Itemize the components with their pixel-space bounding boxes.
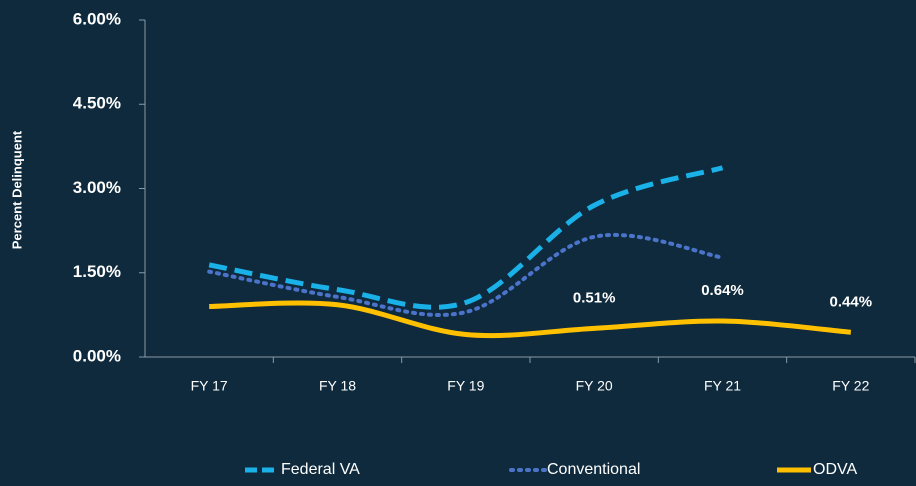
y-tick-label: 6.00% [73, 9, 121, 28]
series-line [207, 232, 725, 317]
y-axis-label: Percent Delinquent [9, 130, 24, 249]
x-tick-label: FY 21 [704, 378, 741, 394]
data-label: 0.51% [573, 289, 616, 306]
x-tick-label: FY 20 [576, 378, 613, 394]
data-label: 0.64% [701, 282, 744, 299]
legend-label: Conventional [547, 461, 640, 478]
legend-label: Federal VA [281, 461, 360, 478]
y-tick-label: 0.00% [73, 346, 121, 365]
x-tick-label: FY 18 [319, 378, 356, 394]
series-line [208, 165, 724, 310]
series-line [209, 300, 852, 339]
y-tick-label: 3.00% [73, 178, 121, 197]
y-tick-label: 1.50% [73, 262, 121, 281]
x-tick-label: FY 17 [191, 378, 228, 394]
x-tick-label: FY 19 [447, 378, 484, 394]
data-label: 0.44% [830, 293, 873, 310]
legend-label: ODVA [813, 461, 857, 478]
x-tick-label: FY 22 [832, 378, 869, 394]
y-tick-label: 4.50% [73, 94, 121, 113]
